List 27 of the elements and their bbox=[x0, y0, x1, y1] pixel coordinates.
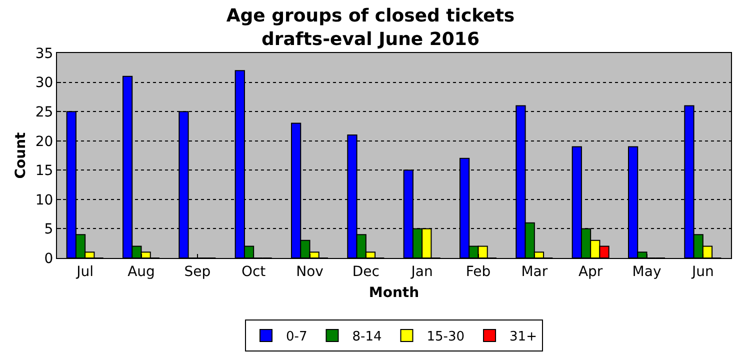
chart-title: Age groups of closed tickets drafts-eval June 2016 bbox=[226, 6, 515, 50]
x-tick-label: Sep bbox=[184, 264, 211, 280]
y-tick-label: 10 bbox=[35, 192, 54, 208]
y-tick-label: 20 bbox=[35, 134, 54, 150]
legend-label: 8-14 bbox=[352, 330, 382, 345]
y-tick-label: 0 bbox=[44, 250, 54, 267]
y-tick-label: 30 bbox=[35, 75, 54, 92]
y-axis-title: Count bbox=[12, 132, 29, 179]
x-tick-label: Jan bbox=[410, 264, 433, 280]
x-tick-label: Dec bbox=[352, 264, 380, 280]
x-tick-label: Nov bbox=[296, 264, 324, 280]
x-tick-label: Mar bbox=[521, 264, 548, 280]
y-tick-label: 35 bbox=[35, 46, 54, 62]
x-tick-label: Apr bbox=[578, 264, 603, 280]
y-tick-label: 15 bbox=[35, 163, 54, 180]
x-tick-label: May bbox=[632, 264, 662, 280]
legend-label: 15-30 bbox=[426, 330, 465, 345]
x-tick-label: Aug bbox=[128, 264, 155, 280]
x-tick-label: Oct bbox=[241, 264, 266, 280]
legend-label: 0-7 bbox=[286, 330, 308, 345]
x-tick-label: Jul bbox=[76, 264, 94, 280]
x-tick-label: Jun bbox=[690, 264, 714, 280]
legend-label: 31+ bbox=[510, 330, 537, 345]
x-tick-label: Feb bbox=[466, 264, 491, 280]
x-axis-title: Month bbox=[368, 285, 420, 302]
y-tick-label: 5 bbox=[44, 222, 54, 238]
y-tick-label: 25 bbox=[35, 104, 54, 120]
